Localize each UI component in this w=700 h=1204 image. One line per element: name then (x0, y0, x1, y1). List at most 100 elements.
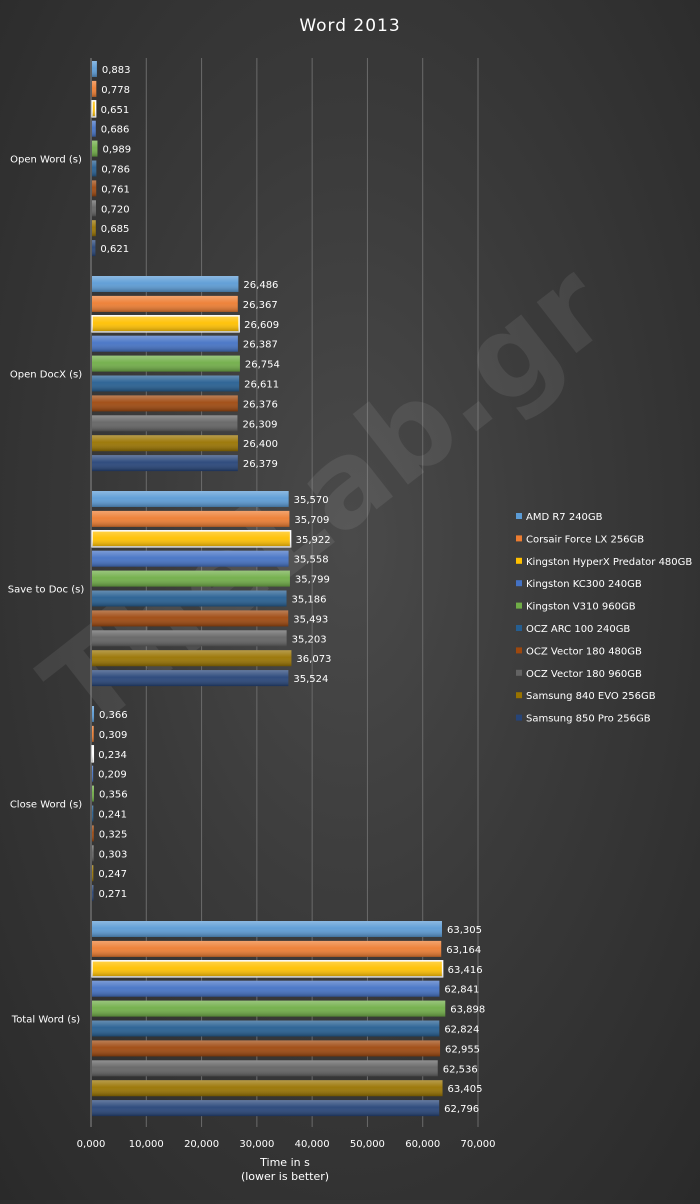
legend-swatch (516, 625, 522, 631)
bar-shine (92, 610, 289, 627)
bar-shine (92, 590, 287, 607)
data-label: 0,720 (101, 204, 130, 215)
bar-shine (92, 435, 238, 452)
bar-shine (92, 745, 94, 762)
bar-shine (92, 865, 94, 882)
data-label: 35,922 (296, 535, 331, 546)
data-label: 26,376 (243, 399, 278, 410)
legend-swatch (516, 513, 522, 519)
data-label: 63,416 (448, 965, 483, 976)
bar-shine (92, 375, 240, 392)
data-label: 62,796 (444, 1104, 479, 1115)
legend-label: Kingston KC300 240GB (526, 579, 642, 590)
legend-swatch (516, 669, 522, 676)
data-label: 26,611 (244, 380, 279, 391)
legend-label: OCZ Vector 180 960GB (526, 669, 642, 680)
bar-shine (92, 921, 442, 937)
data-label: 0,247 (98, 869, 127, 880)
data-label: 62,536 (443, 1064, 478, 1075)
bar-shine (92, 395, 238, 412)
data-label: 0,761 (101, 184, 130, 195)
bars (91, 61, 446, 1117)
bar-shine (92, 1080, 443, 1097)
data-label: 26,400 (243, 439, 278, 450)
legend-swatch (516, 602, 522, 609)
bar-shine (92, 295, 238, 312)
bar-shine (92, 180, 97, 197)
data-label: 0,234 (98, 750, 127, 761)
data-label: 0,325 (99, 829, 128, 840)
data-label: 0,685 (101, 224, 130, 235)
legend: AMD R7 240GB Corsair Force LX 256GB Kingst… (516, 512, 692, 725)
data-label: 0,621 (100, 244, 129, 255)
bar-shine (92, 355, 240, 372)
bar-shine (92, 1000, 446, 1017)
x-tick-labels: 0,000 10,000 20,000 30,000 40,000 50,000 60,00… (77, 1139, 496, 1150)
data-label: 35,570 (294, 495, 329, 506)
chart-title: Word 2013 (299, 16, 400, 36)
bar-shine (92, 61, 97, 77)
data-label: 0,778 (101, 85, 130, 96)
bar-shine (92, 1040, 441, 1057)
legend-swatch (516, 692, 522, 699)
data-label: 62,955 (445, 1044, 480, 1055)
bar-shine (92, 276, 239, 292)
bar-shine (92, 570, 290, 587)
data-label: 26,609 (244, 320, 279, 331)
data-label: 35,709 (294, 515, 329, 526)
legend-label: OCZ ARC 100 240GB (526, 624, 630, 635)
legend-swatch (516, 557, 522, 564)
data-label: 63,405 (448, 1084, 483, 1095)
bar-shine (92, 550, 289, 567)
bar-shine (92, 415, 238, 432)
bar-shine (92, 845, 94, 862)
data-label: 35,493 (293, 614, 328, 625)
bar-shine (92, 805, 94, 822)
data-labels: 0,883 0,778 0,651 0,686 0,989 0,786 0,761 0,720… (98, 65, 485, 1115)
x-tick-label: 10,000 (129, 1139, 164, 1150)
bar-shine (92, 510, 290, 527)
bar-shine (92, 140, 98, 157)
data-label: 26,309 (242, 419, 277, 430)
data-label: 35,203 (292, 634, 327, 645)
legend-swatch (516, 580, 522, 587)
data-label: 63,305 (447, 925, 482, 936)
data-label: 35,558 (294, 555, 329, 566)
x-tick-label: 70,000 (461, 1139, 496, 1150)
data-label: 62,841 (444, 985, 479, 996)
x-tick-label: 40,000 (295, 1139, 330, 1150)
data-label: 0,356 (99, 790, 128, 801)
data-label: 26,754 (245, 360, 280, 371)
category-label: Open DocX (s) (10, 370, 82, 381)
data-label: 35,524 (293, 674, 328, 685)
bar-shine (92, 765, 94, 782)
bar-shine (92, 980, 440, 997)
bar-shine (92, 940, 442, 957)
category-labels: Open Word (s) Open DocX (s) Save to Doc (s… (8, 155, 85, 1026)
data-label: 0,366 (99, 710, 128, 721)
data-label: 26,367 (243, 300, 278, 311)
data-label: 62,824 (444, 1025, 479, 1036)
data-label: 0,786 (101, 165, 130, 176)
category-label: Open Word (s) (10, 155, 82, 166)
bar-shine (92, 670, 289, 687)
data-label: 63,164 (446, 945, 481, 956)
bar-shine (92, 200, 96, 217)
legend-label: AMD R7 240GB (526, 512, 603, 523)
data-label: 36,073 (296, 654, 331, 665)
bar-shine (92, 80, 97, 97)
x-tick-label: 30,000 (239, 1139, 274, 1150)
category-label: Save to Doc (s) (8, 585, 85, 596)
bar-shine (92, 455, 238, 472)
category-label: Close Word (s) (10, 800, 82, 811)
x-tick-label: 60,000 (405, 1139, 440, 1150)
bar-shine (92, 491, 289, 507)
data-label: 35,186 (292, 595, 327, 606)
bar-shine (92, 160, 97, 177)
data-label: 0,651 (101, 105, 130, 116)
bar-shine (92, 630, 287, 647)
data-label: 0,309 (99, 730, 128, 741)
bar-shine (92, 530, 291, 547)
bar-shine (92, 1100, 440, 1117)
